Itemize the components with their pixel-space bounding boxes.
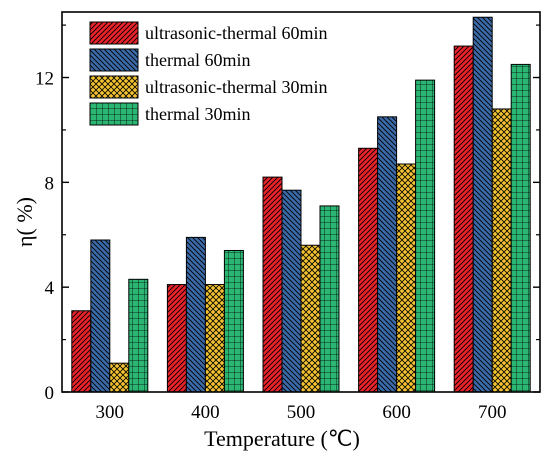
legend-label: thermal 60min bbox=[145, 50, 250, 70]
x-tick-label-300: 300 bbox=[96, 402, 125, 423]
bar-pattern bbox=[71, 310, 92, 393]
legend-item-1: ultrasonic-thermal 60min bbox=[89, 21, 327, 45]
bar-700-series-3 bbox=[491, 108, 512, 393]
legend-label: ultrasonic-thermal 30min bbox=[145, 77, 327, 97]
legend-swatch bbox=[89, 48, 139, 72]
axes-layer: 0 4 8 12 300 400 500 600 700 bbox=[35, 11, 541, 423]
bar-pattern bbox=[262, 176, 283, 393]
bar-pattern bbox=[185, 236, 206, 393]
bar-700-series-1 bbox=[453, 45, 474, 393]
y-axis-title: η( %) bbox=[12, 197, 37, 247]
bar-500-series-3 bbox=[300, 244, 321, 393]
legend-swatch bbox=[89, 102, 139, 126]
x-tick-label-700: 700 bbox=[478, 402, 507, 423]
x-axis-title: Temperature (℃) bbox=[204, 426, 360, 451]
bar-pattern bbox=[453, 45, 474, 393]
legend-label: thermal 30min bbox=[145, 104, 250, 124]
bar-pattern bbox=[472, 16, 493, 393]
x-tick-label-500: 500 bbox=[287, 402, 316, 423]
bar-300-series-3 bbox=[109, 362, 130, 393]
bar-pattern bbox=[358, 147, 379, 393]
bar-pattern bbox=[491, 108, 512, 393]
bars-layer bbox=[71, 16, 531, 393]
bar-pattern bbox=[415, 79, 436, 393]
x-tick-label-600: 600 bbox=[382, 402, 411, 423]
bar-pattern bbox=[204, 284, 225, 393]
bar-pattern bbox=[90, 239, 111, 393]
bar-pattern bbox=[128, 278, 149, 393]
bar-pattern bbox=[510, 63, 531, 393]
bar-300-series-1 bbox=[71, 310, 92, 393]
bar-700-series-2 bbox=[472, 16, 493, 393]
bar-400-series-2 bbox=[185, 236, 206, 393]
bar-600-series-4 bbox=[415, 79, 436, 393]
bar-700-series-4 bbox=[510, 63, 531, 393]
bar-400-series-3 bbox=[204, 284, 225, 393]
bar-pattern bbox=[319, 205, 340, 393]
y-tick-label-0: 0 bbox=[45, 383, 55, 404]
legend-item-4: thermal 30min bbox=[89, 102, 250, 126]
bar-pattern bbox=[396, 163, 417, 393]
bar-600-series-2 bbox=[377, 116, 398, 393]
legend-item-2: thermal 60min bbox=[89, 48, 250, 72]
legend: ultrasonic-thermal 60min thermal 60min ult… bbox=[89, 21, 327, 126]
legend-item-3: ultrasonic-thermal 30min bbox=[89, 75, 327, 99]
bar-pattern bbox=[377, 116, 398, 393]
legend-label: ultrasonic-thermal 60min bbox=[145, 23, 327, 43]
bar-pattern bbox=[300, 244, 321, 393]
bar-pattern bbox=[109, 362, 130, 393]
y-tick-label-4: 4 bbox=[45, 278, 55, 299]
bar-500-series-4 bbox=[319, 205, 340, 393]
bar-500-series-1 bbox=[262, 176, 283, 393]
plot-frame bbox=[61, 11, 541, 393]
y-tick-label-8: 8 bbox=[45, 173, 55, 194]
bar-300-series-2 bbox=[90, 239, 111, 393]
bar-pattern bbox=[281, 189, 302, 393]
bar-400-series-4 bbox=[223, 249, 244, 393]
bar-300-series-4 bbox=[128, 278, 149, 393]
bar-600-series-3 bbox=[396, 163, 417, 393]
bar-600-series-1 bbox=[358, 147, 379, 393]
x-tick-label-400: 400 bbox=[191, 402, 220, 423]
bar-400-series-1 bbox=[166, 284, 187, 393]
bar-500-series-2 bbox=[281, 189, 302, 393]
bar-pattern bbox=[223, 249, 244, 393]
legend-swatch bbox=[89, 75, 139, 99]
legend-swatch bbox=[89, 21, 139, 45]
y-tick-label-12: 12 bbox=[35, 69, 54, 90]
bar-pattern bbox=[166, 284, 187, 393]
